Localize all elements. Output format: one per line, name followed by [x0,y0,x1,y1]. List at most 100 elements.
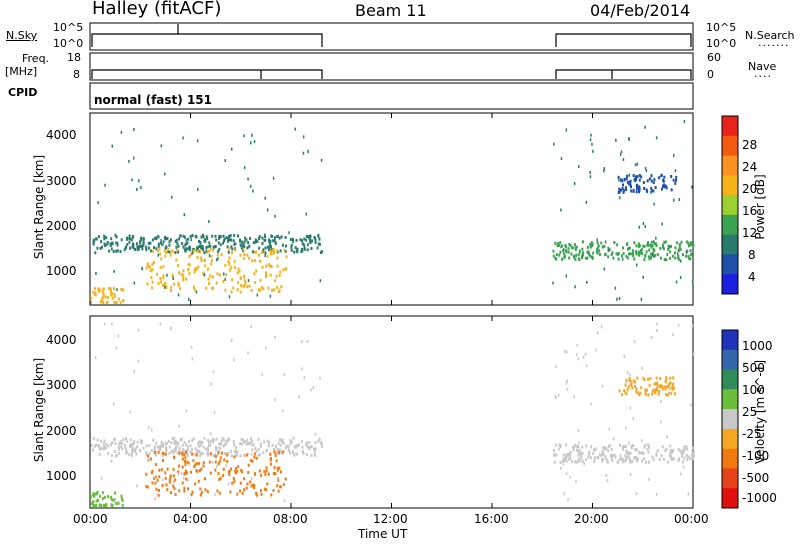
power-cbar-tick: 24 [742,160,758,174]
scatter-cell [157,493,160,497]
noise-cell [644,125,646,129]
scatter-cell [274,472,277,476]
noise-cell [564,349,566,353]
noise-cell [256,293,259,297]
scatter-cell [642,244,645,248]
scatter-cell [596,241,599,245]
scatter-cell [606,460,609,464]
noise-cell [264,254,266,257]
scatter-cell [250,484,253,488]
scatter-cell [687,455,690,459]
scatter-cell [282,441,285,445]
scatter-cell [131,449,134,452]
scatter-cell [90,495,93,499]
scatter-cell [216,453,219,457]
scatter-cell [237,465,240,469]
noise-cell [250,452,252,456]
noise-cell [626,371,629,375]
scatter-cell [290,248,293,252]
scatter-cell [110,443,112,447]
scatter-cell [690,252,693,256]
scatter-cell [147,241,150,245]
scatter-cell [259,444,262,448]
scatter-cell [667,247,670,251]
noise-cell [683,119,686,123]
scatter-cell [278,236,281,240]
scatter-cell [293,452,296,456]
noise-cell [191,251,193,255]
noise-cell [660,420,662,424]
noise-cell [94,356,97,360]
scatter-cell [592,251,595,255]
scatter-cell [629,179,632,183]
scatter-cell [649,243,652,247]
scatter-cell [186,460,189,464]
scatter-cell [187,263,190,266]
scatter-cell [320,444,323,448]
scatter-cell [683,445,685,449]
scatter-cell [620,178,623,182]
noise-cell [565,381,568,385]
scatter-cell [675,178,677,182]
scatter-cell [679,449,682,453]
scatter-cell [265,488,268,492]
scatter-cell [682,253,684,257]
noise-cell [274,335,276,339]
scatter-cell [663,183,666,187]
scatter-cell [558,443,561,447]
noise-cell [560,466,562,470]
scatter-cell [635,184,638,188]
scatter-cell [211,234,214,238]
scatter-cell [673,457,675,461]
scatter-cell [267,286,270,290]
noise-cell [687,492,690,496]
scatter-cell [261,242,264,245]
scatter-cell [245,238,248,242]
scatter-cell [202,445,205,449]
scatter-cell [289,451,292,455]
noise-cell [110,459,113,463]
noise-cell [224,464,227,468]
scatter-cell [285,244,287,248]
noise-cell [283,372,286,376]
scatter-cell [161,243,164,247]
scatter-cell [194,482,197,486]
scatter-cell [669,381,672,385]
scatter-cell [275,274,278,278]
scatter-cell [214,468,217,472]
noise-cell [283,499,286,503]
scatter-cell [209,471,212,475]
scatter-cell [558,447,560,451]
noise-cell [636,263,638,267]
velocity-cbar-tick: 1000 [742,339,773,353]
noise-cell [157,253,159,257]
noise-cell [212,460,214,464]
scatter-cell [567,250,570,254]
scatter-cell [161,484,164,487]
noise-cell [185,409,187,413]
scatter-cell [632,252,634,256]
scatter-cell [243,240,246,244]
scatter-cell [691,452,693,456]
noise-cell [104,322,106,326]
scatter-cell [154,453,157,457]
scatter-cell [569,453,572,457]
scatter-cell [108,287,111,291]
noise-cell [653,202,655,206]
scatter-cell [173,455,176,459]
scatter-cell [552,249,555,253]
scatter-cell [601,245,604,249]
scatter-cell [243,279,246,283]
scatter-cell [632,254,635,258]
noise-cell [583,462,585,466]
scatter-cell [183,472,186,476]
scatter-cell [220,439,223,443]
scatter-cell [572,448,575,452]
scatter-cell [580,454,583,458]
scatter-cell [624,383,627,387]
scatter-cell [215,448,218,452]
scatter-cell [296,247,299,251]
noise-cell [251,133,253,137]
scatter-cell [178,489,181,493]
scatter-cell [257,288,260,292]
